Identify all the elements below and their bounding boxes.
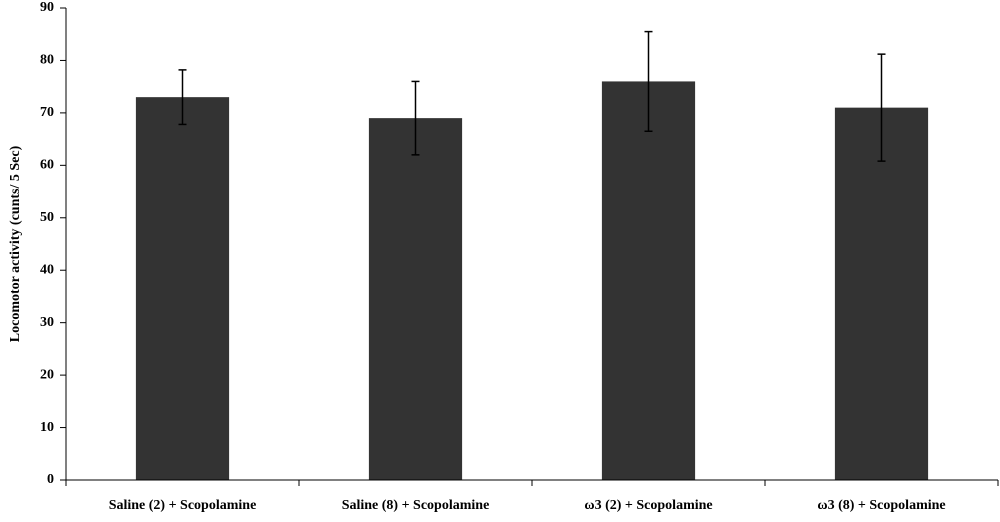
y-tick-label: 20 xyxy=(40,367,54,382)
x-tick-label: ω3 (2) + Scopolamine xyxy=(584,498,712,513)
error-bar xyxy=(644,30,653,132)
y-tick-label: 90 xyxy=(40,0,54,15)
bar xyxy=(834,107,929,481)
error-bar xyxy=(877,53,886,162)
x-tick-label: ω3 (8) + Scopolamine xyxy=(817,498,945,513)
y-tick-label: 50 xyxy=(40,210,54,225)
y-tick-label: 40 xyxy=(40,262,54,277)
error-bar xyxy=(411,80,420,156)
y-tick-label: 70 xyxy=(40,105,54,120)
y-tick-label: 30 xyxy=(40,315,54,330)
bar xyxy=(601,81,696,480)
x-tick-label: Saline (2) + Scopolamine xyxy=(109,498,257,513)
y-axis-label: Locomotor activity (cunts/ 5 Sec) xyxy=(8,145,23,342)
x-tick-label: Saline (8) + Scopolamine xyxy=(342,498,490,513)
y-tick-label: 0 xyxy=(47,472,54,487)
y-tick-label: 10 xyxy=(40,420,54,435)
y-tick-label: 60 xyxy=(40,158,54,173)
bar xyxy=(135,97,230,481)
bar xyxy=(368,118,463,480)
y-tick-label: 80 xyxy=(40,53,54,68)
error-bar xyxy=(178,69,187,126)
